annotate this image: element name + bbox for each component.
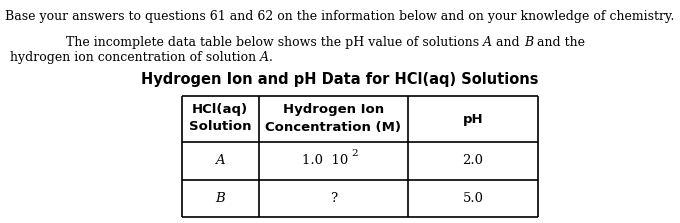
Text: ?: ? bbox=[330, 192, 337, 205]
Text: .: . bbox=[269, 51, 273, 64]
Text: Concentration (M): Concentration (M) bbox=[265, 120, 401, 134]
Text: Base your answers to questions 61 and 62 on the information below and on your kn: Base your answers to questions 61 and 62… bbox=[5, 10, 675, 23]
Text: A: A bbox=[216, 155, 225, 167]
Text: and: and bbox=[492, 36, 524, 49]
Text: 5.0: 5.0 bbox=[462, 192, 483, 205]
Text: B: B bbox=[216, 192, 225, 205]
Text: Hydrogen Ion: Hydrogen Ion bbox=[283, 103, 384, 116]
Text: Solution: Solution bbox=[189, 120, 252, 134]
Text: and the: and the bbox=[533, 36, 585, 49]
Text: The incomplete data table below shows the pH value of solutions: The incomplete data table below shows th… bbox=[50, 36, 483, 49]
Text: 2: 2 bbox=[352, 149, 358, 159]
Text: A: A bbox=[260, 51, 269, 64]
Text: HCl(aq): HCl(aq) bbox=[192, 103, 248, 116]
Text: 2.0: 2.0 bbox=[462, 155, 483, 167]
Text: A: A bbox=[483, 36, 492, 49]
Text: Hydrogen Ion and pH Data for HCl(aq) Solutions: Hydrogen Ion and pH Data for HCl(aq) Sol… bbox=[141, 72, 539, 87]
Text: 1.0  10: 1.0 10 bbox=[302, 155, 348, 167]
Text: hydrogen ion concentration of solution: hydrogen ion concentration of solution bbox=[10, 51, 260, 64]
Text: pH: pH bbox=[462, 112, 483, 126]
Text: B: B bbox=[524, 36, 533, 49]
